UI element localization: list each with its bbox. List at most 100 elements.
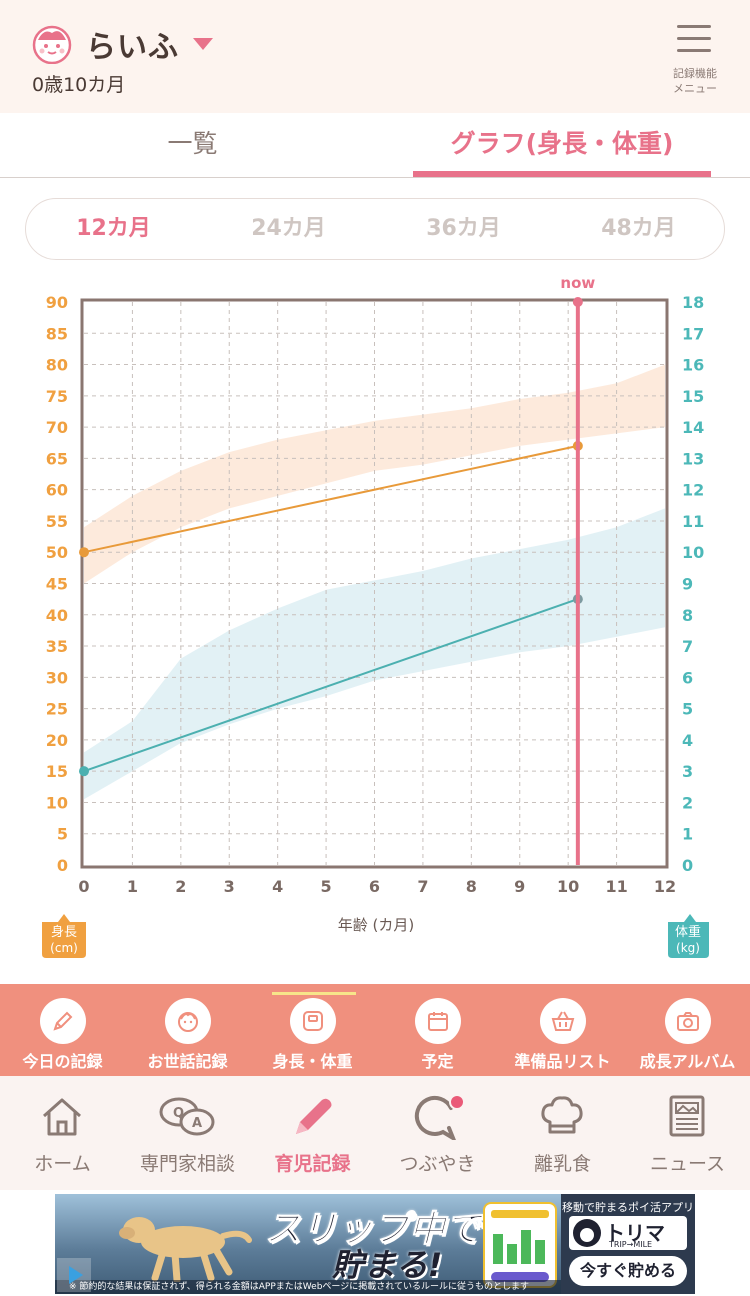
ad-headline: スリップ中でも [264,1209,517,1251]
x-tick-label: 2 [175,877,186,896]
left-tick-label: 65 [46,449,68,468]
left-tick-label: 55 [46,512,68,531]
right-tick-label: 15 [682,387,704,406]
ad-app-panel: 移動で貯まるポイ活アプリ トリマ TRIP→MILE 今すぐ貯める [561,1194,695,1294]
range-24-months[interactable]: 24カ月 [251,216,326,241]
baby-face-icon[interactable] [30,24,74,64]
feature-growth-album[interactable]: 成長アルバム [625,984,750,1076]
tab-graph[interactable]: グラフ(身長・体重) [450,129,674,158]
news-icon [669,1095,705,1137]
feature-care-record[interactable]: お世話記録 [125,984,250,1076]
left-tick-label: 80 [46,356,68,375]
basket-icon [551,1011,575,1031]
weight-axis-label: 体重 [675,924,701,940]
svg-text:Q: Q [173,1106,184,1121]
right-tick-label: 2 [682,793,693,812]
x-tick-label: 1 [127,877,138,896]
x-tick-label: 5 [321,877,332,896]
child-switch-caret-icon[interactable] [193,38,213,50]
right-tick-label: 7 [682,637,693,656]
ad-app-name: トリマ [605,1221,665,1245]
app-header: らいふ 0歳10カ月 記録機能 メニュー [0,0,750,113]
x-tick-label: 11 [605,877,627,896]
plot-frame [80,298,669,869]
nav-tweets[interactable]: つぶやき [375,1076,500,1190]
left-tick-label: 85 [46,324,68,343]
left-tick-label: 75 [46,387,68,406]
height-axis-unit: (cm) [50,941,78,955]
nav-baby-food[interactable]: 離乳食 [500,1076,625,1190]
nav-home[interactable]: ホーム [0,1076,125,1190]
right-tick-label: 14 [682,418,704,437]
dog-illustration [119,1217,252,1282]
nav-news[interactable]: ニュース [625,1076,750,1190]
range-12-months[interactable]: 12カ月 [76,216,151,241]
right-tick-label: 1 [682,825,693,844]
left-tick-label: 70 [46,418,68,437]
ad-phone-mockup [483,1202,557,1288]
baby-face-icon [178,1012,198,1032]
pencil-icon [296,1098,332,1134]
chat-bubble-icon [414,1095,456,1140]
record-menu-button[interactable]: 記録機能 メニュー [660,22,730,102]
series-line-weight [83,598,579,773]
range-selector: 12カ月 24カ月 36カ月 48カ月 [25,198,725,260]
weight-axis-unit: (kg) [676,941,700,955]
nav-childcare-record[interactable]: 育児記録 [250,1076,375,1190]
x-tick-label: 6 [369,877,380,896]
now-label: now [560,274,595,292]
svg-text:A: A [192,1116,202,1131]
left-tick-label: 5 [57,825,68,844]
penguin-icon [573,1219,601,1247]
menu-label: 記録機能 メニュー [673,67,717,95]
right-tick-label: 10 [682,543,704,562]
feature-supplies-list[interactable]: 準備品リスト [500,984,625,1076]
left-tick-label: 10 [46,793,68,812]
right-tick-label: 5 [682,700,693,719]
child-age: 0歳10カ月 [32,74,126,96]
view-tabs: 一覧 グラフ(身長・体重) [0,113,750,178]
x-tick-label: 3 [224,877,235,896]
left-tick-label: 0 [57,856,68,875]
feature-height-weight[interactable]: 身長・体重 [250,984,375,1076]
feature-schedule[interactable]: 予定 [375,984,500,1076]
pencil-icon [53,1011,73,1031]
ad-banner[interactable]: スリップ中でも 貯まる! 移動で貯まるポイ活アプリ トリマ TRIP→MILE … [55,1194,695,1294]
range-48-months[interactable]: 48カ月 [601,216,676,241]
data-point [79,766,89,777]
notification-badge [449,1094,465,1110]
left-tick-label: 40 [46,606,68,625]
right-tick-label: 9 [682,575,693,594]
ad-cta-button[interactable]: 今すぐ貯める [569,1256,687,1286]
series-line-height [83,444,579,554]
left-tick-label: 20 [46,731,68,750]
child-name[interactable]: らいふ [86,30,179,65]
tab-list[interactable]: 一覧 [167,129,218,158]
left-tick-label: 15 [46,762,68,781]
left-tick-label: 45 [46,575,68,594]
left-tick-label: 30 [46,668,68,687]
scale-icon [303,1011,323,1031]
right-tick-label: 11 [682,512,704,531]
record-feature-bar: 今日の記録 お世話記録 身長・体重 予定 準備品リスト 成長アルバム [0,984,750,1076]
reference-band-height [84,364,665,584]
qa-icon: QA [159,1097,215,1136]
now-marker [572,297,583,307]
ad-play-icon[interactable] [57,1258,91,1292]
x-tick-label: 7 [417,877,428,896]
ad-headline-sub: 貯まる! [331,1246,443,1284]
left-tick-label: 50 [46,543,68,562]
left-tick-label: 90 [46,293,68,312]
right-tick-label: 18 [682,293,704,312]
feature-today-record[interactable]: 今日の記録 [0,984,125,1076]
range-36-months[interactable]: 36カ月 [426,216,501,241]
x-tick-label: 10 [557,877,579,896]
x-tick-label: 8 [466,877,477,896]
right-tick-label: 0 [682,856,693,875]
left-tick-label: 60 [46,481,68,500]
left-tick-label: 25 [46,700,68,719]
right-tick-label: 17 [682,324,704,343]
chef-hat-icon [541,1096,583,1134]
